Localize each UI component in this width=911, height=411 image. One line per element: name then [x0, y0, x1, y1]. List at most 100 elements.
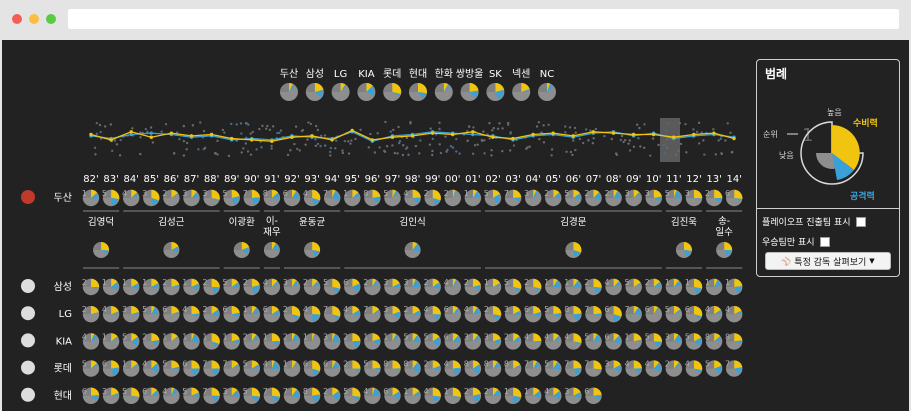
season-pie[interactable]: 3: [625, 189, 642, 207]
season-pie[interactable]: 3: [323, 332, 341, 350]
season-pie[interactable]: 2: [363, 278, 381, 296]
defense-series-line-point[interactable]: [169, 131, 174, 135]
season-pie[interactable]: 1: [182, 278, 200, 296]
season-pie[interactable]: 5: [504, 278, 522, 296]
defense-series-line-point[interactable]: [471, 130, 475, 134]
defense-series-line-point[interactable]: [732, 136, 736, 141]
season-pie[interactable]: 3: [142, 189, 160, 207]
top-team-pie[interactable]: [409, 83, 427, 101]
season-pie[interactable]: 1: [705, 278, 723, 296]
manager-summary-pie[interactable]: [263, 242, 280, 258]
season-pie[interactable]: 5: [122, 332, 140, 350]
season-pie[interactable]: 3: [383, 278, 401, 296]
season-pie[interactable]: 8: [363, 189, 381, 207]
season-pie[interactable]: 7: [223, 360, 240, 377]
season-pie[interactable]: 6: [604, 332, 622, 350]
season-pie[interactable]: 4: [705, 305, 723, 323]
defense-series-line-point[interactable]: [109, 138, 113, 142]
top-team-label[interactable]: KIA: [358, 69, 375, 80]
season-pie[interactable]: 2: [82, 278, 100, 296]
season-pie[interactable]: 8: [383, 360, 401, 377]
top-team-pie[interactable]: [331, 83, 350, 101]
manager-summary-pie[interactable]: [163, 242, 180, 258]
season-pie[interactable]: 4: [544, 387, 562, 404]
close-window-icon[interactable]: [12, 14, 22, 24]
defense-series-line-point[interactable]: [370, 138, 375, 142]
season-pie[interactable]: 7: [283, 387, 301, 404]
defense-series-line-point[interactable]: [250, 138, 254, 142]
season-pie[interactable]: 4: [625, 360, 642, 377]
season-pie[interactable]: 5: [424, 332, 441, 350]
season-pie[interactable]: 3: [403, 278, 421, 296]
season-pie[interactable]: 3: [604, 360, 622, 377]
season-pie[interactable]: 1: [283, 360, 301, 377]
defense-series-line-point[interactable]: [591, 130, 596, 134]
season-pie[interactable]: 3: [223, 387, 240, 404]
season-pie[interactable]: 3: [383, 305, 401, 323]
top-team-label[interactable]: 롯데: [383, 68, 401, 80]
manager-summary-pie[interactable]: [716, 242, 733, 258]
season-pie[interactable]: 2: [484, 387, 502, 404]
season-pie[interactable]: 7: [584, 305, 602, 323]
defense-series-line-point[interactable]: [350, 128, 354, 133]
season-pie[interactable]: 6: [182, 360, 200, 377]
season-pie[interactable]: 4: [303, 189, 321, 207]
season-pie[interactable]: 6: [604, 305, 622, 323]
season-pie[interactable]: 5: [403, 332, 421, 350]
season-pie[interactable]: 1: [202, 332, 220, 350]
season-pie[interactable]: 3: [283, 278, 301, 296]
season-pie[interactable]: 2: [665, 360, 683, 377]
top-team-pie[interactable]: [383, 83, 402, 101]
season-pie[interactable]: 1: [363, 332, 381, 350]
season-pie[interactable]: 2: [142, 332, 160, 350]
season-pie[interactable]: 7: [625, 305, 642, 323]
season-pie[interactable]: 2: [403, 305, 421, 323]
top-team-label[interactable]: SK: [489, 69, 502, 80]
defense-series-line-point[interactable]: [651, 132, 656, 137]
playoff-option[interactable]: 플레이오프 진출팀 표시: [762, 215, 866, 228]
season-pie[interactable]: 2: [604, 189, 622, 207]
season-pie[interactable]: 2: [424, 189, 441, 207]
season-pie[interactable]: 6: [725, 189, 743, 207]
season-pie[interactable]: 2: [202, 278, 220, 296]
defense-series-line-point[interactable]: [270, 139, 274, 143]
season-pie[interactable]: 2: [243, 278, 260, 296]
manager-summary-pie[interactable]: [565, 242, 582, 258]
maximize-window-icon[interactable]: [46, 14, 56, 24]
season-pie[interactable]: 1: [403, 387, 421, 404]
season-pie[interactable]: 5: [625, 278, 642, 296]
top-team-pie[interactable]: [460, 83, 479, 101]
defense-series-line-point[interactable]: [712, 131, 716, 135]
season-pie[interactable]: 6: [323, 360, 341, 377]
season-pie[interactable]: 1: [725, 278, 743, 296]
season-pie[interactable]: 7: [725, 360, 743, 377]
season-pie[interactable]: 6: [223, 305, 240, 323]
season-pie[interactable]: 1: [263, 332, 281, 350]
season-pie[interactable]: 5: [343, 387, 361, 404]
manager-summary-pie[interactable]: [675, 242, 692, 258]
season-pie[interactable]: 1: [243, 305, 260, 323]
defense-series-line-point[interactable]: [430, 131, 435, 135]
top-team-pie[interactable]: [486, 83, 505, 101]
defense-series-line-point[interactable]: [692, 132, 696, 137]
season-pie[interactable]: 1: [504, 387, 522, 404]
top-team-label[interactable]: 현대: [409, 68, 427, 80]
season-pie[interactable]: 5: [665, 189, 683, 207]
season-pie[interactable]: 8: [464, 360, 482, 377]
season-pie[interactable]: 1: [564, 278, 582, 296]
season-pie[interactable]: 8: [504, 360, 522, 377]
defense-series-line-point[interactable]: [611, 131, 616, 135]
season-pie[interactable]: 5: [223, 278, 240, 296]
season-pie[interactable]: 3: [464, 332, 482, 350]
season-pie[interactable]: 1: [625, 332, 642, 350]
season-pie[interactable]: 2: [464, 387, 482, 404]
season-pie[interactable]: 3: [665, 332, 683, 350]
season-pie[interactable]: 5: [243, 360, 260, 377]
season-pie[interactable]: 5: [584, 332, 602, 350]
season-pie[interactable]: 5: [705, 360, 723, 377]
season-pie[interactable]: 6: [444, 305, 461, 323]
offense-series-line-point[interactable]: [471, 132, 475, 137]
season-pie[interactable]: 3: [484, 332, 502, 350]
season-pie[interactable]: 4: [564, 332, 582, 350]
season-pie[interactable]: 6: [82, 387, 100, 404]
